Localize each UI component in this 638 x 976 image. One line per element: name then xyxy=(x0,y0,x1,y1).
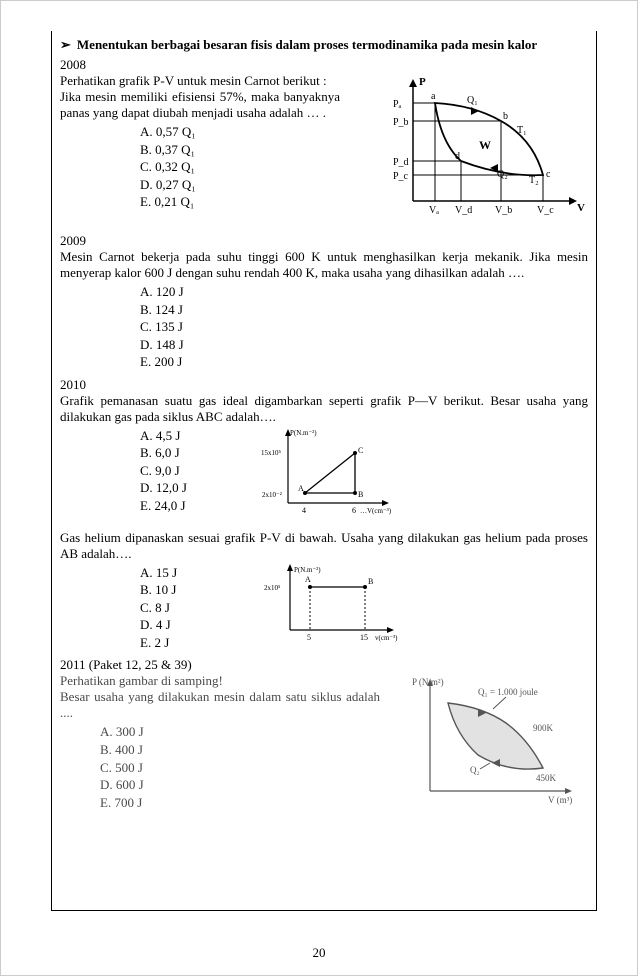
q2010a-options: A. 4,5 J B. 6,0 J C. 9,0 J D. 12,0 J E. … xyxy=(140,427,260,515)
pv-diagram-ab: P(N.m⁻²) A B 2x10⁵ 5 15 v(cm⁻³) xyxy=(260,562,410,651)
svg-text:P(N.m⁻²): P(N.m⁻²) xyxy=(290,429,317,437)
svg-text:B: B xyxy=(368,577,373,586)
option-d: D. 4 J xyxy=(140,616,260,634)
svg-text:A: A xyxy=(298,484,304,493)
q2011-line2: Besar usaha yang dilakukan mesin dalam s… xyxy=(60,689,380,721)
q2011-line1: Perhatikan gambar di samping! xyxy=(60,673,408,689)
svg-text:P(N.m⁻²): P(N.m⁻²) xyxy=(294,566,321,574)
q2009-text: Mesin Carnot bekerja pada suhu tinggi 60… xyxy=(60,249,588,281)
question-2011: 2011 (Paket 12, 25 & 39) Perhatikan gamb… xyxy=(60,657,588,812)
svg-text:Pₐ: Pₐ xyxy=(393,99,402,110)
option-e: E. 0,21 Q₁ xyxy=(140,193,383,211)
year-label: 2010 xyxy=(60,377,588,393)
svg-text:900K: 900K xyxy=(533,723,554,733)
svg-text:T₁: T₁ xyxy=(517,125,527,136)
option-b: B. 400 J xyxy=(100,741,408,759)
carnot-pv-diagram: P V a xyxy=(383,73,588,227)
option-d: D. 600 J xyxy=(100,776,408,794)
svg-text:15: 15 xyxy=(360,633,368,642)
option-d: D. 148 J xyxy=(140,336,588,354)
svg-text:d: d xyxy=(455,151,460,162)
option-e: E. 24,0 J xyxy=(140,497,260,515)
svg-text:…V(cm⁻³): …V(cm⁻³) xyxy=(360,507,392,515)
option-c: C. 0,32 Q₁ xyxy=(140,158,383,176)
year-label: 2008 xyxy=(60,57,588,73)
option-e: E. 2 J xyxy=(140,634,260,652)
svg-text:b: b xyxy=(503,111,508,122)
q2010b-options: A. 15 J B. 10 J C. 8 J D. 4 J E. 2 J xyxy=(140,564,260,652)
year-label: 2011 (Paket 12, 25 & 39) xyxy=(60,657,588,673)
question-2009: 2009 Mesin Carnot bekerja pada suhu ting… xyxy=(60,233,588,371)
svg-text:v(cm⁻³): v(cm⁻³) xyxy=(375,634,398,642)
option-c: C. 135 J xyxy=(140,318,588,336)
option-a: A. 15 J xyxy=(140,564,260,582)
page-number: 20 xyxy=(1,945,637,961)
option-e: E. 700 J xyxy=(100,794,408,812)
option-b: B. 124 J xyxy=(140,301,588,319)
svg-text:B: B xyxy=(358,490,363,499)
svg-text:W: W xyxy=(479,138,491,152)
option-b: B. 6,0 J xyxy=(140,444,260,462)
svg-text:V: V xyxy=(577,202,585,214)
svg-text:V (m³): V (m³) xyxy=(548,795,572,805)
svg-text:Vₐ: Vₐ xyxy=(429,205,439,216)
svg-text:P_c: P_c xyxy=(393,171,409,182)
option-d: D. 0,27 Q₁ xyxy=(140,176,383,194)
option-a: A. 4,5 J xyxy=(140,427,260,445)
question-2008: 2008 Perhatikan grafik P-V untuk mesin C… xyxy=(60,57,588,227)
content-frame: ➢ Menentukan berbagai besaran fisis dala… xyxy=(51,31,597,911)
heading-text: Menentukan berbagai besaran fisis dalam … xyxy=(77,37,537,53)
svg-text:T₂: T₂ xyxy=(529,175,539,186)
option-b: B. 0,37 Q₁ xyxy=(140,141,383,159)
svg-text:V_b: V_b xyxy=(495,205,512,216)
option-c: C. 500 J xyxy=(100,759,408,777)
svg-text:Q₁: Q₁ xyxy=(467,95,478,106)
q2009-options: A. 120 J B. 124 J C. 135 J D. 148 J E. 2… xyxy=(140,283,588,371)
svg-text:P_d: P_d xyxy=(393,157,409,168)
page: ➢ Menentukan berbagai besaran fisis dala… xyxy=(0,0,638,976)
option-e: E. 200 J xyxy=(140,353,588,371)
pv-diagram-abc: P(N.m⁻²) A B C 15x10⁵ 2x10⁻² 4 6 …V(cm⁻³… xyxy=(260,425,400,524)
option-a: A. 0,57 Q₁ xyxy=(140,123,383,141)
option-d: D. 12,0 J xyxy=(140,479,260,497)
svg-text:6: 6 xyxy=(352,506,356,515)
svg-text:450K: 450K xyxy=(536,773,557,783)
svg-text:2x10⁵: 2x10⁵ xyxy=(264,584,281,592)
svg-text:Q₂: Q₂ xyxy=(470,765,480,775)
svg-text:Q₂: Q₂ xyxy=(497,169,508,180)
svg-text:15x10⁵: 15x10⁵ xyxy=(261,449,282,457)
option-c: C. 9,0 J xyxy=(140,462,260,480)
question-2010a: 2010 Grafik pemanasan suatu gas ideal di… xyxy=(60,377,588,524)
option-a: A. 120 J xyxy=(140,283,588,301)
svg-text:A: A xyxy=(305,575,311,584)
svg-text:P (N/m²): P (N/m²) xyxy=(412,677,444,687)
svg-text:C: C xyxy=(358,446,363,455)
svg-text:a: a xyxy=(431,91,436,102)
option-b: B. 10 J xyxy=(140,581,260,599)
svg-text:4: 4 xyxy=(302,506,306,515)
svg-text:Q₁ = 1.000 joule: Q₁ = 1.000 joule xyxy=(478,687,538,697)
svg-text:V_d: V_d xyxy=(455,205,472,216)
q2008-line1: Perhatikan grafik P-V untuk mesin Carnot… xyxy=(60,73,383,89)
q2010b-text: Gas helium dipanaskan sesuai grafik P-V … xyxy=(60,530,588,562)
carnot-cycle-diagram: P (N/m²) V (m³) Q₁ = 1.000 joule 900K 45… xyxy=(408,673,588,812)
section-heading: ➢ Menentukan berbagai besaran fisis dala… xyxy=(60,37,588,53)
svg-text:V_c: V_c xyxy=(537,205,554,216)
q2010a-text: Grafik pemanasan suatu gas ideal digamba… xyxy=(60,393,588,425)
q2008-line2: Jika mesin memiliki efisiensi 57%, maka … xyxy=(60,89,340,121)
q2011-options: A. 300 J B. 400 J C. 500 J D. 600 J E. 7… xyxy=(100,723,408,811)
svg-text:P_b: P_b xyxy=(393,117,409,128)
svg-text:P: P xyxy=(419,76,426,88)
bullet-arrow-icon: ➢ xyxy=(60,37,71,53)
svg-text:c: c xyxy=(546,169,551,180)
option-c: C. 8 J xyxy=(140,599,260,617)
year-label: 2009 xyxy=(60,233,588,249)
option-a: A. 300 J xyxy=(100,723,408,741)
q2008-options: A. 0,57 Q₁ B. 0,37 Q₁ C. 0,32 Q₁ D. 0,27… xyxy=(140,123,383,211)
question-2010b: Gas helium dipanaskan sesuai grafik P-V … xyxy=(60,530,588,652)
svg-text:2x10⁻²: 2x10⁻² xyxy=(262,491,282,499)
svg-text:5: 5 xyxy=(307,633,311,642)
